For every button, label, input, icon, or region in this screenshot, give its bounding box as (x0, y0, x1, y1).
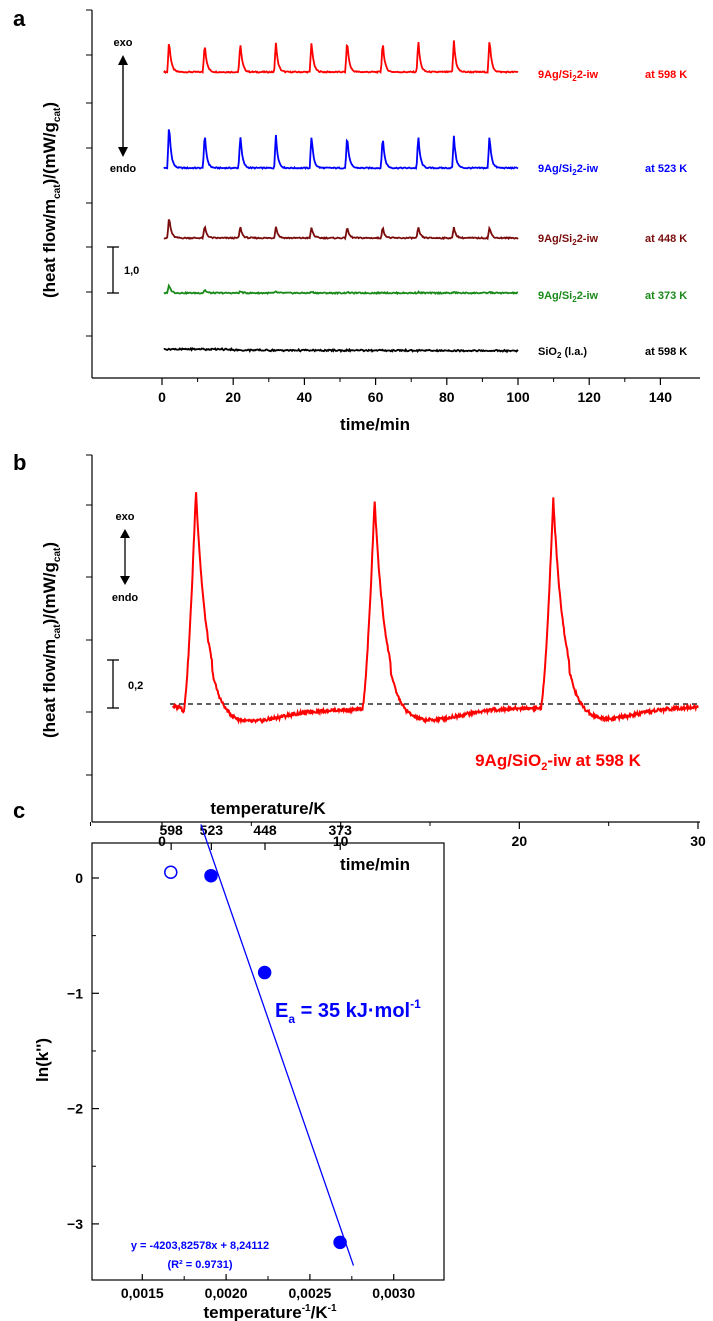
a-series-sub: 2 (572, 295, 577, 304)
a-exo-label: exo (114, 37, 133, 49)
c-activation-energy-label: Ea = 35 kJ·mol-1 (275, 997, 421, 1026)
a-x-tick-label: 40 (297, 389, 313, 405)
a-x-tick-label: 100 (506, 389, 530, 405)
b-scale-bar-label: 0,2 (128, 680, 143, 692)
c-plot-frame (91, 842, 445, 1281)
b-x-tick-label: 10 (333, 833, 349, 849)
b-exo-label: exo (116, 511, 135, 523)
c-fit-equation: y = -4203,82578x + 8,24112 (131, 1240, 269, 1252)
panel-label-c: c (13, 798, 25, 823)
a-series-temp-2: at 448 K (645, 233, 687, 245)
c-x-tick-label: 0,0015 (121, 1285, 164, 1301)
b-series-label: 9Ag/SiO2-iw at 598 K (475, 751, 642, 773)
c-top-tick-label: 373 (329, 822, 353, 838)
a-series-suffix: (l.a.) (561, 346, 587, 358)
a-x-tick-label: 0 (158, 389, 166, 405)
b-x-tick-label: 20 (512, 833, 528, 849)
a-series-temp-4: at 598 K (645, 346, 687, 358)
c-x-tick-label: 0,0025 (288, 1285, 331, 1301)
b-series-curve (171, 492, 699, 725)
a-scale-bar-label: 1,0 (124, 265, 139, 277)
c-y-tick-label: 0 (75, 870, 83, 886)
a-x-tick-label: 20 (225, 389, 241, 405)
c-top-axis-title: temperature/K (210, 799, 326, 818)
c-y-tick-label: −1 (67, 985, 83, 1001)
c-top-tick-label: 448 (253, 822, 277, 838)
c-y-axis-label: ln(k'') (33, 1038, 52, 1082)
a-series-curve-2 (163, 219, 519, 241)
a-series-name-3: 9Ag/Si22-iw (538, 290, 599, 304)
c-fit-r2: (R² = 0.9731) (167, 1259, 232, 1271)
c-x-axis-label: temperature-1/K-1 (203, 1303, 337, 1321)
panel-c-chart: temperature/K ln(k'') temperature-1/K-1 … (33, 799, 445, 1321)
c-y-tick-label: −2 (67, 1101, 83, 1117)
b-x-tick-label: 0 (158, 833, 166, 849)
c-data-point-open (164, 865, 178, 879)
a-exo-endo-arrow-icon (118, 55, 128, 157)
a-series-curve-1 (163, 129, 519, 171)
a-series-sub: 2 (557, 351, 562, 360)
a-series-name-1: 9Ag/Si22-iw (538, 163, 599, 177)
panel-label-b: b (13, 450, 26, 475)
a-x-tick-label: 140 (649, 389, 673, 405)
a-series-curve-0 (163, 40, 519, 75)
a-series-sub: 2 (572, 74, 577, 83)
a-series-temp-0: at 598 K (645, 69, 687, 81)
c-x-tick-label: 0,0020 (205, 1285, 248, 1301)
c-data-point-filled (204, 868, 218, 883)
a-series-suffix: 2-iw (577, 69, 599, 81)
c-data-point-filled (257, 965, 272, 980)
b-scale-bar (107, 659, 119, 709)
panel-label-a: a (13, 6, 26, 31)
b-exo-endo-arrow-icon (120, 529, 130, 585)
a-x-axis-label: time/min (340, 415, 410, 434)
panel-a-chart: (heat flow/mcat)/(mW/gcat) time/min exo … (40, 9, 700, 434)
a-series-name-0: 9Ag/Si22-iw (538, 69, 599, 83)
b-x-axis-label: time/min (340, 855, 410, 874)
panel-b-chart: (heat flow/mcat)/(mW/gcat) time/min exo … (40, 454, 706, 874)
a-x-tick-label: 60 (368, 389, 384, 405)
c-top-tick-label: 523 (200, 822, 224, 838)
b-endo-label: endo (112, 592, 139, 604)
a-series-sub: 2 (572, 168, 577, 177)
c-data-point-filled (333, 1235, 347, 1250)
c-y-tick-label: −3 (67, 1216, 83, 1232)
a-series-suffix: 2-iw (577, 290, 599, 302)
a-series-suffix: 2-iw (577, 163, 599, 175)
a-series-suffix: 2-iw (577, 233, 599, 245)
a-series-curve-4 (163, 346, 519, 354)
a-scale-bar (107, 246, 119, 294)
a-series-name-4: SiO2 (l.a.) (538, 346, 587, 360)
a-x-tick-label: 80 (439, 389, 455, 405)
a-series-temp-1: at 523 K (645, 163, 687, 175)
c-top-tick-label: 598 (159, 822, 183, 838)
a-y-axis-label: (heat flow/mcat)/(mW/gcat) (40, 102, 63, 298)
b-y-axis-label: (heat flow/mcat)/(mW/gcat) (40, 542, 63, 738)
a-series-curve-3 (163, 283, 519, 296)
a-endo-label: endo (110, 163, 137, 175)
a-series-name-2: 9Ag/Si22-iw (538, 233, 599, 247)
b-x-tick-label: 30 (690, 833, 706, 849)
c-fit-line (200, 824, 355, 1266)
a-x-tick-label: 120 (578, 389, 602, 405)
c-x-tick-label: 0,0030 (372, 1285, 415, 1301)
a-series-sub: 2 (572, 238, 577, 247)
a-series-temp-3: at 373 K (645, 290, 687, 302)
